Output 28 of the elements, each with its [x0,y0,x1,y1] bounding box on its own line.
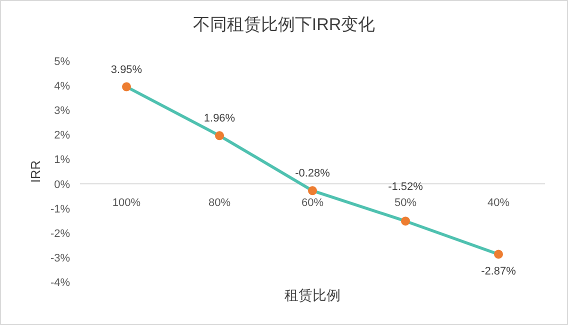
data-label: 3.95% [110,64,142,76]
point [122,82,131,92]
y-tick-label: -4% [50,277,70,289]
y-tick-label: 3% [54,105,70,118]
y-tick-label: 0% [54,178,70,191]
point [494,250,503,259]
y-tick-label: 4% [54,80,70,93]
point [215,131,224,140]
data-label: 1.96% [204,112,236,125]
chart-title: 不同租赁比例下IRR变化 [192,15,376,34]
y-tick-label: 5% [54,56,70,68]
x-axis-title: 租赁比例 [284,287,340,303]
x-tick-label: 50% [394,196,417,209]
x-tick-label: 80% [208,196,231,209]
y-tick-label: -1% [50,203,70,216]
y-tick-label: -2% [50,228,70,240]
y-tick-label: 1% [54,154,70,166]
y-tick-label: -3% [50,252,70,264]
point [401,216,410,226]
point [308,186,317,196]
data-label: -2.87% [481,265,516,278]
x-tick-label: 60% [301,196,324,209]
data-label: -1.52% [388,180,424,193]
data-label: -0.28% [295,168,330,180]
x-tick-label: 100% [112,196,141,209]
y-axis-title: IRR [28,160,43,183]
y-tick-label: 2% [54,130,70,142]
x-tick-label: 40% [487,196,510,209]
